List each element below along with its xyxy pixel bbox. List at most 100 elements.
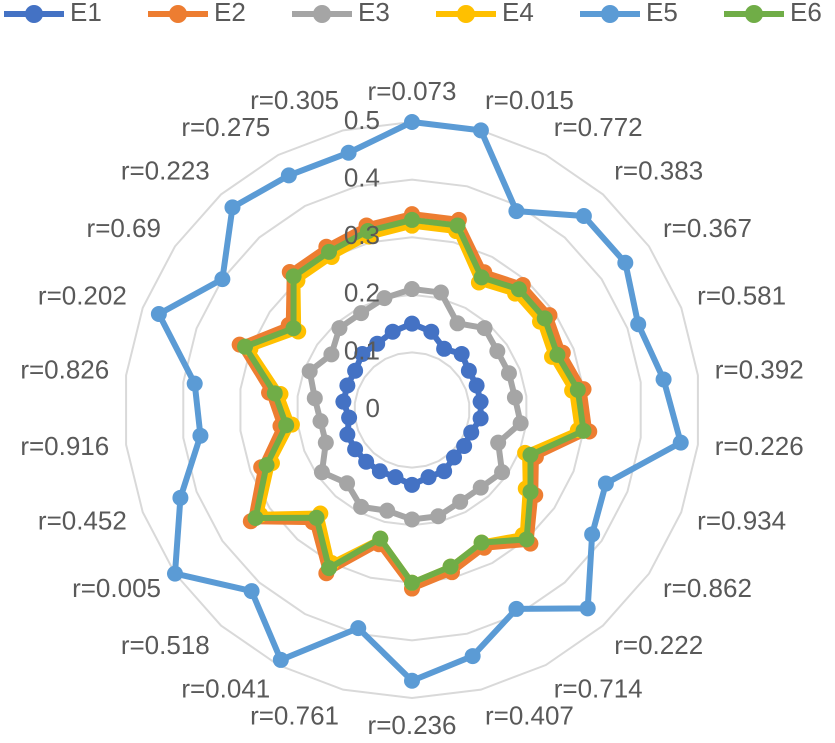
data-point	[575, 422, 592, 439]
data-point	[432, 284, 449, 301]
data-point	[150, 306, 167, 323]
data-point	[506, 389, 523, 406]
data-point	[369, 335, 386, 352]
category-label: r=0.202	[38, 280, 127, 310]
data-point	[436, 463, 453, 480]
data-point	[446, 449, 463, 466]
data-point	[404, 574, 420, 591]
data-point	[272, 651, 289, 668]
data-point	[522, 446, 539, 463]
data-point	[672, 434, 689, 451]
data-point	[468, 377, 485, 394]
legend-marker	[457, 5, 475, 23]
category-label: r=0.772	[554, 112, 643, 142]
legend-marker	[745, 5, 763, 23]
data-point	[453, 345, 470, 362]
y-tick-label: 0	[366, 393, 380, 423]
data-point	[473, 269, 490, 286]
category-label: r=0.367	[663, 213, 752, 243]
data-point	[278, 417, 295, 434]
data-point	[379, 502, 396, 519]
data-point	[404, 511, 420, 528]
data-point	[404, 315, 420, 332]
data-point	[575, 207, 592, 224]
legend-label: E5	[646, 0, 678, 27]
data-point	[312, 413, 329, 430]
category-label: r=0.383	[614, 156, 703, 186]
data-point	[473, 534, 490, 551]
data-point	[404, 672, 420, 689]
y-tick-label: 0.2	[344, 278, 380, 308]
data-point	[404, 114, 420, 130]
data-point	[472, 393, 489, 410]
y-tick-label: 0.5	[344, 105, 380, 135]
data-point	[308, 509, 325, 526]
data-point	[518, 531, 535, 548]
data-point	[280, 167, 297, 184]
y-tick-label: 0.1	[344, 335, 380, 365]
data-point	[166, 565, 183, 582]
data-point	[472, 479, 489, 496]
category-label: r=0.407	[485, 701, 574, 731]
category-label: r=0.581	[697, 280, 786, 310]
data-point	[490, 434, 507, 451]
data-point	[306, 390, 323, 407]
data-point	[186, 375, 203, 392]
data-point	[266, 385, 283, 402]
legend-label: E2	[214, 0, 246, 27]
data-point	[384, 323, 401, 340]
data-point	[353, 498, 370, 515]
category-label: r=0.392	[715, 355, 804, 385]
y-tick-label: 0.3	[344, 220, 380, 250]
y-tick-label: 0.4	[344, 162, 380, 192]
data-point	[449, 315, 466, 332]
data-point	[358, 453, 375, 470]
category-label: r=0.005	[72, 573, 161, 603]
data-point	[584, 526, 601, 543]
legend-label: E4	[502, 0, 534, 27]
data-point	[339, 475, 356, 492]
data-point	[172, 489, 189, 506]
category-label: r=0.934	[697, 505, 786, 535]
data-point	[630, 316, 647, 333]
data-point	[494, 464, 511, 481]
category-label: r=0.015	[485, 85, 574, 115]
data-point	[247, 509, 264, 526]
data-point	[258, 457, 275, 474]
legend-label: E3	[358, 0, 390, 27]
data-point	[404, 211, 420, 228]
data-point	[476, 320, 493, 337]
data-point	[285, 320, 302, 337]
data-point	[285, 268, 302, 285]
data-point	[655, 371, 672, 388]
legend-label: E1	[70, 0, 102, 27]
data-point	[321, 560, 338, 577]
data-point	[387, 469, 404, 486]
data-point	[472, 410, 489, 427]
data-point	[335, 393, 352, 410]
legend-marker	[313, 5, 331, 23]
data-point	[323, 346, 340, 363]
data-point	[353, 305, 370, 322]
data-point	[522, 483, 539, 500]
data-point	[339, 377, 356, 394]
data-point	[192, 427, 209, 444]
grid-line	[182, 178, 642, 642]
category-label: r=0.714	[554, 674, 643, 704]
data-point	[456, 437, 473, 454]
data-point	[489, 343, 506, 360]
category-label: r=0.073	[368, 76, 457, 106]
data-point	[404, 476, 420, 493]
legend-marker	[169, 5, 187, 23]
data-point	[404, 281, 420, 298]
data-point	[313, 464, 330, 481]
category-label: r=0.222	[614, 630, 703, 660]
data-point	[340, 144, 357, 161]
data-point	[617, 254, 634, 271]
data-point	[237, 338, 254, 355]
category-label: r=0.518	[121, 630, 210, 660]
category-label: r=0.226	[715, 431, 804, 461]
data-point	[569, 381, 586, 398]
data-point	[508, 600, 525, 617]
